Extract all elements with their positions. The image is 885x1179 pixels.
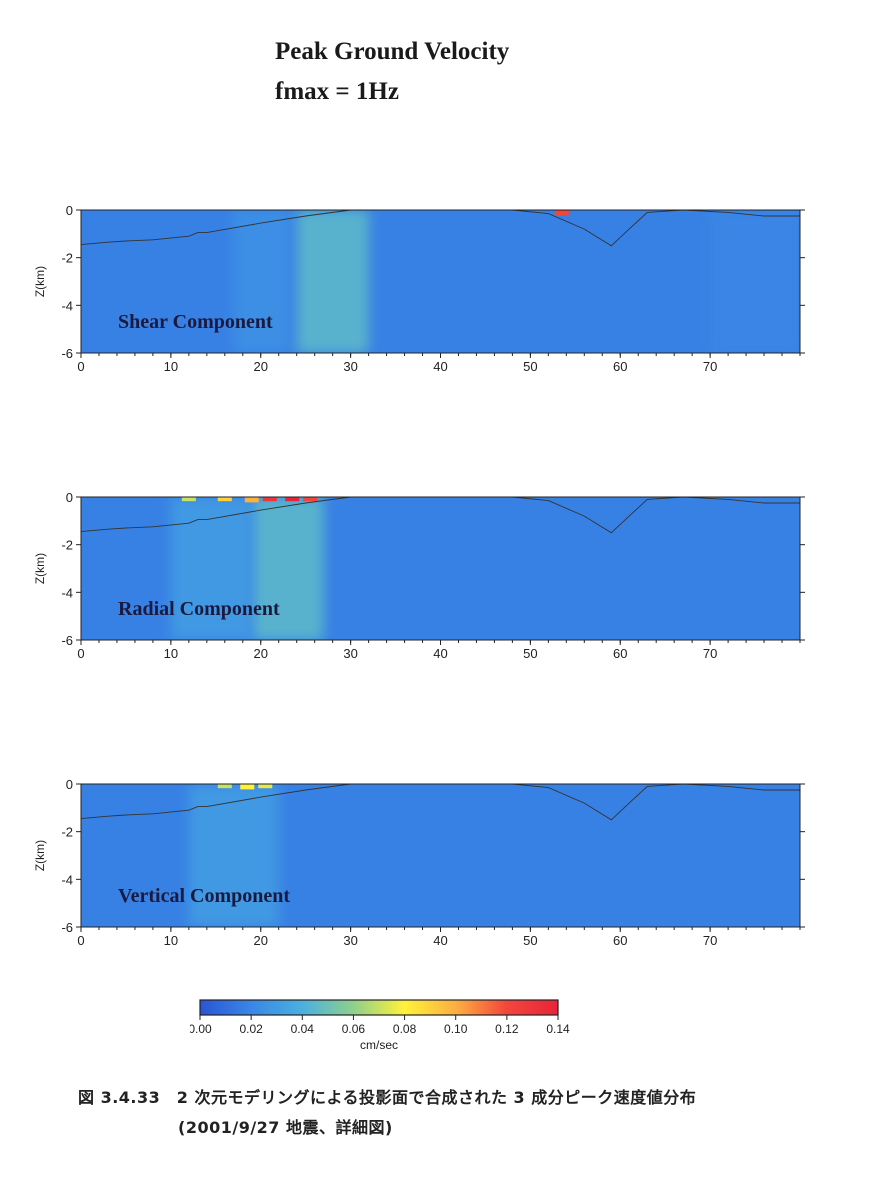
velocity-band bbox=[170, 497, 252, 640]
y-tick-label: -2 bbox=[61, 538, 73, 553]
velocity-peak bbox=[554, 210, 569, 216]
velocity-peak bbox=[285, 497, 300, 502]
figure-title: Peak Ground Velocity bbox=[275, 38, 510, 65]
y-tick-label: 0 bbox=[66, 203, 73, 218]
x-tick-label: 30 bbox=[343, 646, 357, 661]
y-tick-label: 0 bbox=[66, 490, 73, 505]
x-tick-label: 40 bbox=[433, 933, 447, 948]
vertical-panel: 0 10 20 30 40 50 60 70 0 -2 -4 -6 Z(km) Vertical Comp… bbox=[30, 766, 830, 966]
y-tick-label: 0 bbox=[66, 777, 73, 792]
velocity-peak bbox=[244, 497, 259, 503]
figure-caption: 図 3.4.33 2 次元モデリングによる投影面で合成された 3 成分ピーク速度… bbox=[78, 1088, 697, 1107]
x-tick-label: 70 bbox=[703, 933, 717, 948]
colorbar-tick-label: 0.14 bbox=[546, 1022, 570, 1036]
colorbar-unit: cm/sec bbox=[360, 1038, 398, 1052]
y-tick-label: -6 bbox=[61, 633, 73, 648]
figure-caption-detail: (2001/9/27 地震、詳細図) bbox=[178, 1118, 393, 1137]
x-tick-label: 30 bbox=[343, 359, 357, 374]
y-axis-label: Z(km) bbox=[33, 266, 47, 297]
x-tick-label: 50 bbox=[523, 359, 537, 374]
x-tick-label: 10 bbox=[164, 646, 178, 661]
x-tick-label: 20 bbox=[254, 359, 268, 374]
x-tick-label: 10 bbox=[164, 359, 178, 374]
x-tick-label: 70 bbox=[703, 359, 717, 374]
colorbar-ramp bbox=[199, 999, 559, 1016]
colorbar-tick-label: 0.04 bbox=[291, 1022, 315, 1036]
velocity-peak bbox=[217, 784, 232, 789]
x-tick-label: 60 bbox=[613, 933, 627, 948]
velocity-peak bbox=[217, 497, 232, 502]
colorbar-tick-label: 0.06 bbox=[342, 1022, 366, 1036]
colorbar-tick-label: 0.12 bbox=[495, 1022, 519, 1036]
heatmap-svg: 0 10 20 30 40 50 60 70 0 -2 -4 -6 Z(km) Vertical Comp… bbox=[33, 777, 805, 948]
radial-panel: 0 10 20 30 40 50 60 70 0 -2 -4 -6 Z(km) Radial Compon… bbox=[30, 479, 830, 679]
component-label: Vertical Component bbox=[118, 885, 290, 907]
x-tick-label: 10 bbox=[164, 933, 178, 948]
x-tick-label: 30 bbox=[343, 933, 357, 948]
heatmap-svg: 0 10 20 30 40 50 60 70 0 -2 -4 -6 Z(km) Radial Compon… bbox=[33, 490, 805, 661]
velocity-peak bbox=[258, 784, 273, 789]
heatmap-field bbox=[81, 784, 800, 927]
heatmap-background bbox=[81, 210, 800, 353]
x-tick-label: 40 bbox=[433, 646, 447, 661]
y-tick-label: -4 bbox=[61, 872, 73, 887]
component-label: Radial Component bbox=[118, 598, 280, 620]
x-tick-label: 0 bbox=[77, 646, 84, 661]
shear-panel: 0 10 20 30 40 50 60 70 0 -2 -4 -6 Z(km) Shear Compone… bbox=[30, 192, 830, 392]
y-tick-label: -4 bbox=[61, 585, 73, 600]
x-tick-label: 0 bbox=[77, 933, 84, 948]
heatmap-field bbox=[81, 497, 800, 640]
velocity-band bbox=[251, 497, 324, 640]
colorbar-tick-label: 0.02 bbox=[239, 1022, 263, 1036]
y-axis-label: Z(km) bbox=[33, 840, 47, 871]
velocity-band bbox=[188, 784, 279, 927]
velocity-band bbox=[233, 210, 288, 353]
velocity-peak bbox=[262, 497, 277, 502]
velocity-peak bbox=[181, 497, 196, 502]
y-tick-label: -2 bbox=[61, 251, 73, 266]
colorbar-svg: 0.00 0.02 0.04 0.06 0.08 0.10 0.12 0.14 cm/sec bbox=[188, 999, 570, 1052]
velocity-peak bbox=[240, 784, 255, 790]
x-tick-label: 20 bbox=[254, 646, 268, 661]
y-axis-label: Z(km) bbox=[33, 553, 47, 584]
figure-subtitle: fmax = 1Hz bbox=[275, 78, 399, 105]
heatmap-svg: 0 10 20 30 40 50 60 70 0 -2 -4 -6 Z(km) Shear Compone… bbox=[33, 203, 805, 374]
y-tick-label: -2 bbox=[61, 825, 73, 840]
x-tick-label: 60 bbox=[613, 359, 627, 374]
colorbar-tick-label: 0.10 bbox=[444, 1022, 468, 1036]
colorbar-tick-label: 0.08 bbox=[393, 1022, 417, 1036]
x-tick-label: 0 bbox=[77, 359, 84, 374]
y-tick-label: -6 bbox=[61, 920, 73, 935]
x-tick-label: 40 bbox=[433, 359, 447, 374]
x-tick-label: 20 bbox=[254, 933, 268, 948]
x-tick-label: 70 bbox=[703, 646, 717, 661]
colorbar-tick-label: 0.00 bbox=[190, 1022, 212, 1036]
x-tick-label: 60 bbox=[613, 646, 627, 661]
velocity-band bbox=[296, 210, 369, 353]
heatmap-field bbox=[81, 210, 800, 353]
velocity-band bbox=[710, 210, 800, 353]
colorbar: 0.00 0.02 0.04 0.06 0.08 0.10 0.12 0.14 cm/sec bbox=[188, 992, 570, 1062]
y-tick-label: -6 bbox=[61, 346, 73, 361]
x-tick-label: 50 bbox=[523, 646, 537, 661]
component-label: Shear Component bbox=[118, 311, 273, 333]
y-tick-label: -4 bbox=[61, 298, 73, 313]
x-tick-label: 50 bbox=[523, 933, 537, 948]
velocity-peak bbox=[303, 497, 318, 502]
